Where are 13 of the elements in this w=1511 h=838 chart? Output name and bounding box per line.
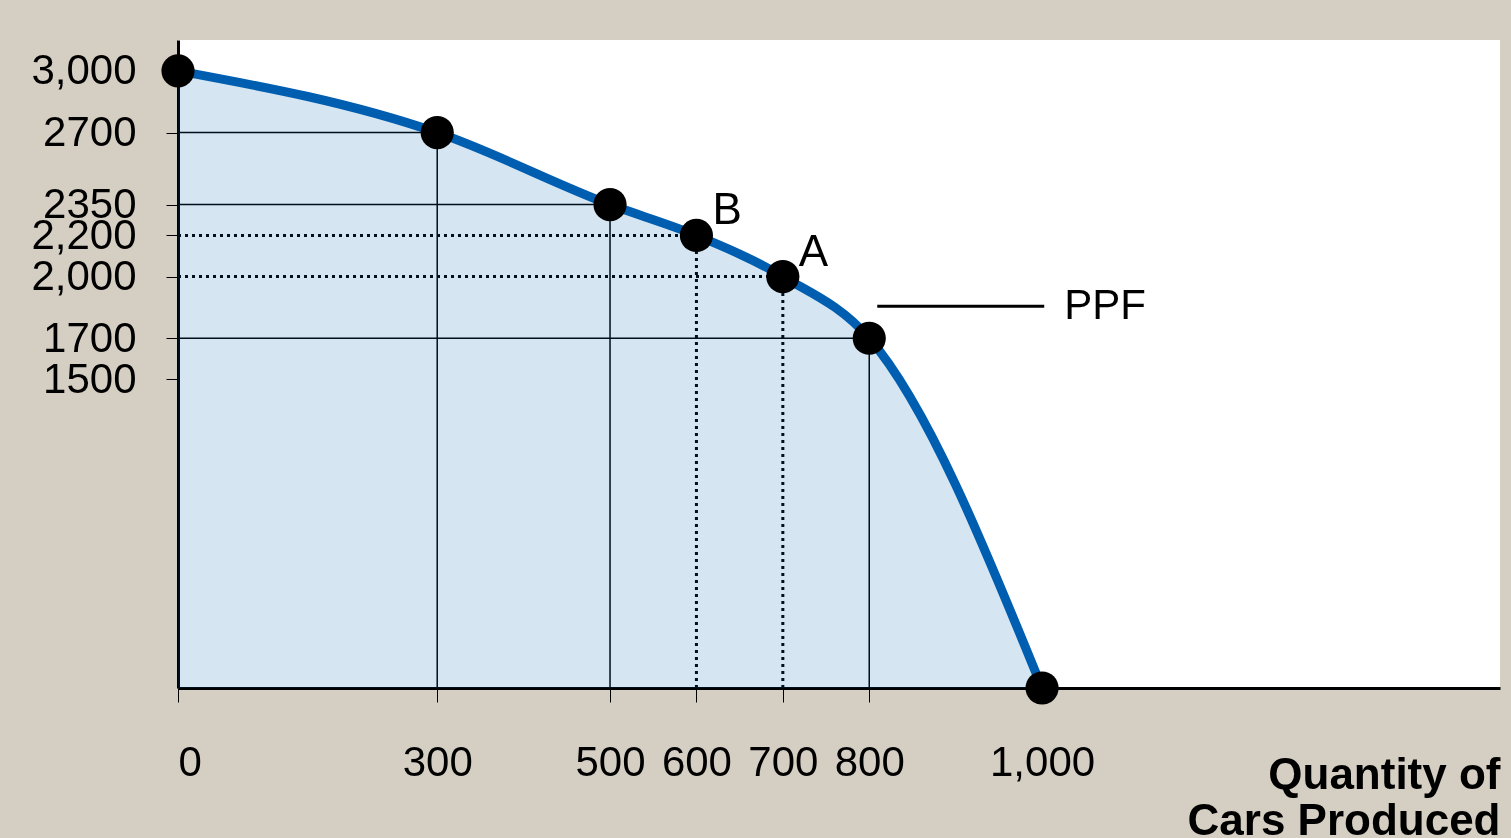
x-tick-label: 700 <box>748 737 819 785</box>
y-tick-label: 3,000 <box>31 46 137 94</box>
y-tick-label: 2700 <box>43 108 137 156</box>
legend-label: PPF <box>1064 281 1146 329</box>
x-tick-label: 800 <box>834 737 905 785</box>
x-tick-label: 0 <box>178 737 202 785</box>
x-axis-title: Quantity of Cars Produced <box>1187 748 1501 838</box>
annotation: B <box>712 184 742 234</box>
annotation: A <box>798 225 829 275</box>
x-tick-label: 1,000 <box>990 737 1096 785</box>
x-tick-label: 300 <box>402 737 473 785</box>
x-tick-label: 500 <box>575 737 646 785</box>
x-tick-label: 600 <box>661 737 732 785</box>
